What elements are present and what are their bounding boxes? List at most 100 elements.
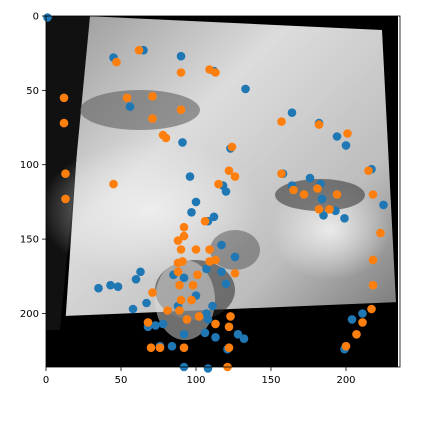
series-1-point [305, 173, 315, 183]
series-1-point [200, 328, 210, 338]
series-1-point [167, 341, 177, 351]
series-1-point [319, 211, 328, 220]
series-1-point [203, 315, 213, 324]
series-2-point [277, 169, 286, 178]
series-1-point [179, 330, 189, 339]
series-1-point [241, 84, 250, 94]
series-1-point [94, 283, 103, 293]
series-1-point [136, 267, 145, 277]
series-1-point [287, 108, 297, 117]
series-1-point [202, 264, 211, 274]
series-2-point [176, 105, 186, 114]
series-2-point [59, 93, 69, 103]
series-2-point [368, 255, 378, 265]
series-1-point [332, 132, 342, 141]
series-1-point [142, 298, 151, 308]
y-tick-label: 50 [26, 86, 39, 97]
series-2-point [122, 93, 132, 103]
series-2-point [200, 216, 210, 226]
series-2-point [61, 169, 70, 178]
y-tick-label: 200 [20, 309, 39, 320]
series-1-point [158, 319, 168, 329]
series-1-point [317, 194, 327, 204]
series-1-point [347, 315, 357, 324]
series-2-point [173, 267, 183, 277]
series-2-point [205, 257, 214, 266]
series-2-point [214, 179, 223, 189]
series-2-point [146, 343, 156, 353]
series-1-point [217, 240, 226, 250]
series-2-point [176, 245, 186, 254]
x-tick-label: 200 [336, 375, 355, 386]
series-2-point [155, 343, 165, 353]
series-2-point [179, 222, 189, 232]
series-2-point [205, 245, 214, 254]
series-1-point [43, 13, 52, 22]
series-1-point [208, 301, 217, 311]
series-2-point [299, 190, 309, 199]
series-1-point [379, 200, 388, 210]
series-2-point [314, 120, 324, 129]
series-2-point [352, 330, 361, 339]
series-2-point [289, 185, 298, 195]
y-axis: 0 50 100 150 200 [20, 12, 46, 320]
series-1-point [221, 187, 231, 196]
series-1-point [125, 102, 135, 111]
series-2-point [224, 343, 234, 353]
series-2-point [343, 129, 352, 138]
series-1-point [151, 321, 160, 330]
series-2-point [61, 194, 70, 204]
series-1-point [187, 208, 196, 217]
series-2-point [175, 306, 184, 315]
x-tick-label: 150 [261, 375, 280, 386]
series-2-point [341, 341, 351, 351]
series-2-point [211, 319, 220, 329]
series-2-point [163, 306, 172, 315]
series-2-point [143, 318, 153, 327]
series-1-point [131, 275, 141, 284]
series-2-point [224, 166, 234, 175]
series-1-point [176, 51, 186, 61]
series-2-point [148, 92, 157, 101]
background-photo [46, 16, 400, 367]
series-2-point [173, 236, 183, 245]
series-1-point [221, 279, 231, 289]
series-2-point [194, 312, 204, 321]
x-tick-label: 100 [186, 375, 205, 386]
series-2-point [175, 280, 184, 290]
series-1-point [340, 214, 349, 223]
series-2-point [376, 228, 385, 238]
series-1-point [179, 273, 189, 283]
series-2-point [176, 295, 186, 305]
y-tick-label: 0 [33, 12, 39, 23]
series-2-point [230, 172, 240, 181]
series-1-point [341, 141, 351, 150]
series-2-point [182, 315, 192, 324]
series-1-point [128, 304, 138, 314]
series-1-point [178, 138, 187, 147]
series-2-point [368, 280, 378, 290]
series-2-point [173, 258, 183, 268]
series-2-point [109, 179, 118, 189]
series-2-point [367, 304, 376, 314]
series-2-point [187, 295, 196, 305]
series-1-point [185, 172, 195, 181]
y-tick-label: 150 [20, 235, 39, 246]
x-tick-label: 0 [43, 375, 49, 386]
series-2-point [179, 343, 189, 353]
series-1-point [203, 364, 213, 373]
series-2-point [179, 231, 189, 241]
series-2-point [358, 318, 367, 327]
series-1-point [217, 267, 226, 277]
series-2-point [211, 68, 220, 77]
y-tick-label: 100 [20, 160, 39, 171]
series-2-point [134, 45, 144, 55]
series-2-point [277, 117, 286, 126]
series-2-point [226, 312, 235, 321]
series-2-point [59, 118, 69, 128]
series-1-point [191, 197, 201, 207]
series-2-point [224, 322, 234, 332]
x-tick-label: 50 [115, 375, 128, 386]
